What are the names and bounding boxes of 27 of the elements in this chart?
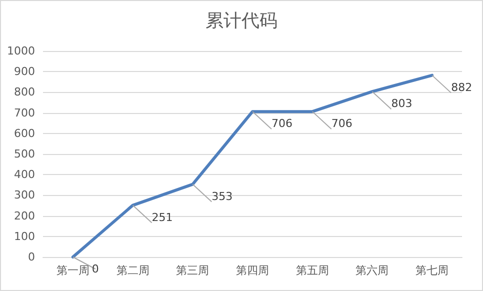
y-tick-label: 0 xyxy=(28,250,35,264)
x-tick-label: 第七周 xyxy=(416,264,449,277)
x-tick-label: 第三周 xyxy=(176,264,210,277)
x-tick-label: 第五周 xyxy=(296,264,329,277)
chart-title: 累计代码 xyxy=(206,10,278,32)
data-label: 706 xyxy=(272,117,292,130)
y-tick-label: 1000 xyxy=(7,44,35,58)
x-tick-label: 第六周 xyxy=(356,264,389,277)
x-tick-label: 第四周 xyxy=(236,264,269,277)
y-tick-label: 800 xyxy=(14,86,35,99)
line-series xyxy=(71,74,434,258)
y-tick-label: 300 xyxy=(14,188,35,202)
y-tick-label: 400 xyxy=(14,168,35,182)
x-tick-label: 第二周 xyxy=(116,264,150,277)
data-label: 353 xyxy=(212,190,233,203)
x-tick-label: 第一周 xyxy=(56,264,90,277)
y-tick-label: 500 xyxy=(14,148,35,160)
y-tick-label: 900 xyxy=(14,65,35,78)
data-label: 803 xyxy=(391,97,412,110)
y-tick-label: 200 xyxy=(14,209,35,222)
y-tick-label: 600 xyxy=(14,126,35,140)
data-label: 882 xyxy=(451,80,472,94)
data-label: 251 xyxy=(152,210,173,224)
y-tick-label: 700 xyxy=(14,106,35,120)
y-tick-label: 100 xyxy=(14,230,35,243)
data-label: 0 xyxy=(92,262,99,276)
data-label: 706 xyxy=(331,117,352,130)
